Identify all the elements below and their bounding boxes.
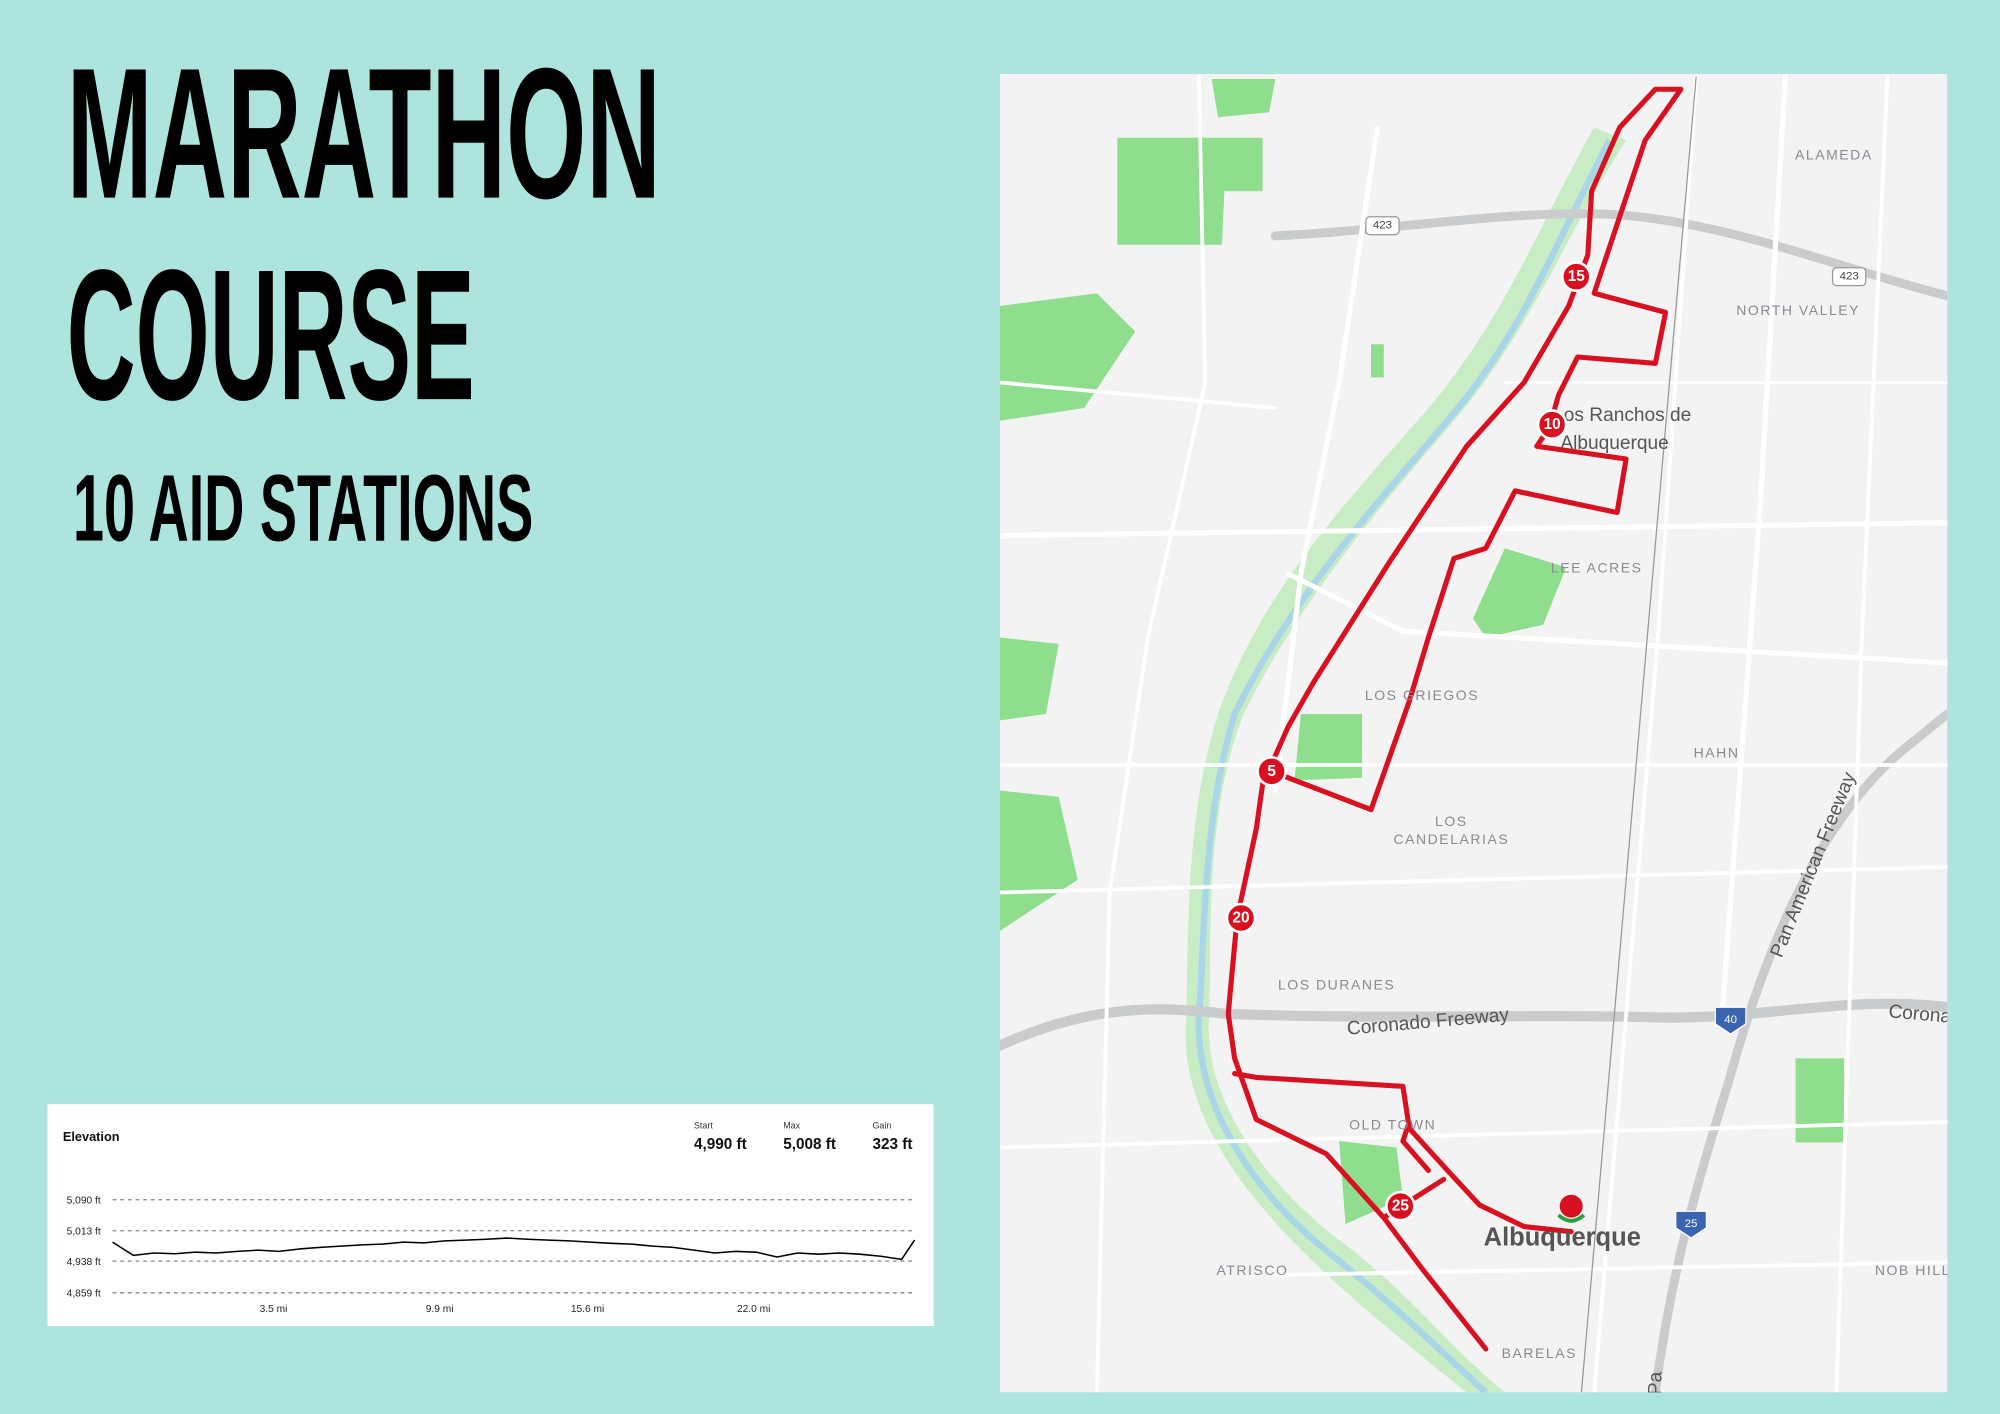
map-label: BARELAS [1502,1345,1577,1361]
map-label: HAHN [1694,744,1740,760]
aid-label: 10 [1544,416,1561,433]
map-label: Los Ranchos de [1553,405,1691,426]
subtitle: 10 AID STATIONS [73,456,533,561]
map-label: OLD TOWN [1349,1117,1436,1133]
x-tick-label: 22.0 mi [737,1304,770,1315]
shield-label: 423 [1840,271,1859,283]
finish-base [1557,1213,1586,1223]
stat-value: 4,990 ft [694,1136,747,1153]
y-tick-label: 5,013 ft [67,1227,101,1238]
elevation-line [112,1237,916,1261]
aid-marker [1256,756,1287,787]
x-tick-label: 9.9 mi [426,1304,454,1315]
map-label: Albuquerque [1484,1224,1641,1252]
map: 423 423 40 25 ALAMEDA NORTH VALLEY Los R… [1000,73,1951,1395]
y-tick-label: 4,859 ft [67,1289,101,1300]
stat-label: Start [694,1120,713,1130]
aid-marker [1225,902,1257,934]
map-label: LOS DURANES [1278,976,1395,992]
aid-label: 20 [1232,910,1249,927]
map-label: ATRISCO [1216,1262,1288,1278]
x-tick-label: 3.5 mi [260,1304,288,1315]
y-tick-label: 5,090 ft [67,1196,101,1207]
shield-label: 40 [1724,1014,1737,1026]
y-tick-label: 4,938 ft [67,1257,101,1268]
river [1195,138,1613,1393]
stat-label: Gain [872,1120,891,1130]
aid-marker [1536,409,1568,440]
elevation-title: Elevation [63,1129,120,1144]
x-tick-label: 15.6 mi [571,1304,604,1315]
finish-marker [1559,1194,1583,1218]
stat-value: 5,008 ft [783,1136,836,1153]
title-line: MARATHON [67,30,661,238]
roads [1000,73,1948,1393]
map-label: ALAMEDA [1795,146,1873,162]
map-background [1000,73,1948,1393]
aid-marker [1385,1190,1416,1222]
aid-label: 5 [1267,763,1276,780]
map-label: NORTH VALLEY [1736,302,1860,318]
aid-marker [1561,261,1592,292]
shield-label: 423 [1373,220,1392,232]
aid-label: 25 [1392,1198,1410,1215]
elevation-panel: Elevation Start 4,990 ft Max 5,008 ft Ga… [47,1104,934,1327]
map-label: LOS GRIEGOS [1365,687,1479,703]
stat-value: 323 ft [872,1136,912,1153]
map-label: Pa [1646,1371,1667,1395]
stat-label: Max [783,1120,800,1130]
elevation-card [47,1104,934,1327]
map-label: CANDELARIAS [1393,831,1509,847]
map-label: NOB HILL [1875,1262,1951,1278]
title-line: COURSE [67,231,475,439]
map-label: LOS [1435,813,1468,829]
map-label: Albuquerque [1560,433,1668,454]
shield-label: 25 [1685,1218,1698,1230]
aid-label: 15 [1568,268,1586,285]
parks [1000,79,1845,1225]
map-label: LEE ACRES [1551,559,1643,575]
aid-stations: 15 10 5 20 25 [1225,261,1592,1223]
shields: 423 423 40 25 [1365,216,1867,1239]
